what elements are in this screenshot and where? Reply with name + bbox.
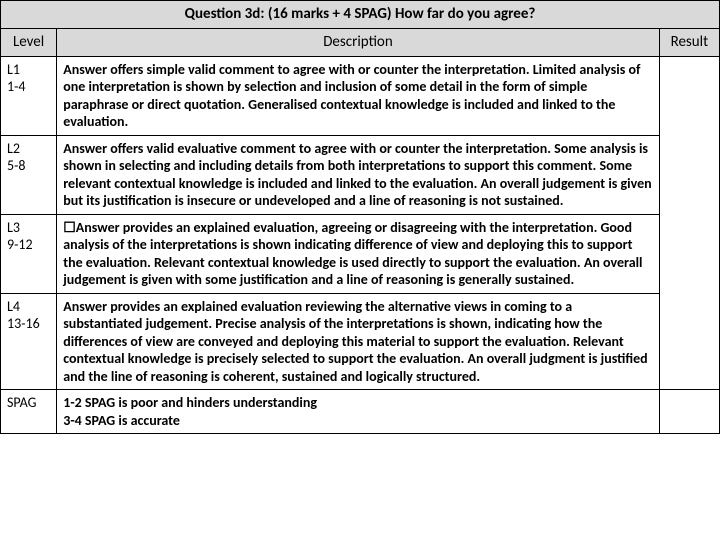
spag-result-cell bbox=[659, 390, 719, 434]
header-row: Level Description Result bbox=[1, 28, 720, 56]
level-range: 13-16 bbox=[7, 315, 50, 333]
title-row: Question 3d: (16 marks + 4 SPAG) How far… bbox=[1, 1, 720, 29]
result-cell bbox=[659, 56, 719, 390]
level-cell: L1 1-4 bbox=[1, 56, 57, 135]
level-range: 1-4 bbox=[7, 78, 50, 96]
spag-line-2: 3-4 SPAG is accurate bbox=[63, 412, 652, 430]
level-code: L4 bbox=[7, 298, 50, 316]
spag-label: SPAG bbox=[1, 390, 57, 434]
description-cell: ☐Answer provides an explained evaluation… bbox=[57, 214, 659, 293]
spag-description: 1-2 SPAG is poor and hinders understandi… bbox=[57, 390, 659, 434]
level-cell: L3 9-12 bbox=[1, 214, 57, 293]
header-result: Result bbox=[659, 28, 719, 56]
spag-line-1: 1-2 SPAG is poor and hinders understandi… bbox=[63, 394, 652, 412]
level-code: L3 bbox=[7, 219, 50, 237]
level-cell: L2 5-8 bbox=[1, 135, 57, 214]
level-range: 5-8 bbox=[7, 157, 50, 175]
description-cell: Answer offers valid evaluative comment t… bbox=[57, 135, 659, 214]
level-code: L1 bbox=[7, 61, 50, 79]
table-row: L3 9-12 ☐Answer provides an explained ev… bbox=[1, 214, 720, 293]
table-title: Question 3d: (16 marks + 4 SPAG) How far… bbox=[1, 1, 720, 29]
description-cell: Answer offers simple valid comment to ag… bbox=[57, 56, 659, 135]
table-row: L2 5-8 Answer offers valid evaluative co… bbox=[1, 135, 720, 214]
spag-row: SPAG 1-2 SPAG is poor and hinders unders… bbox=[1, 390, 720, 434]
header-description: Description bbox=[57, 28, 659, 56]
description-cell: Answer provides an explained evaluation … bbox=[57, 293, 659, 390]
level-cell: L4 13-16 bbox=[1, 293, 57, 390]
level-code: L2 bbox=[7, 140, 50, 158]
header-level: Level bbox=[1, 28, 57, 56]
rubric-table: Question 3d: (16 marks + 4 SPAG) How far… bbox=[0, 0, 720, 434]
table-row: L4 13-16 Answer provides an explained ev… bbox=[1, 293, 720, 390]
table-row: L1 1-4 Answer offers simple valid commen… bbox=[1, 56, 720, 135]
level-range: 9-12 bbox=[7, 236, 50, 254]
